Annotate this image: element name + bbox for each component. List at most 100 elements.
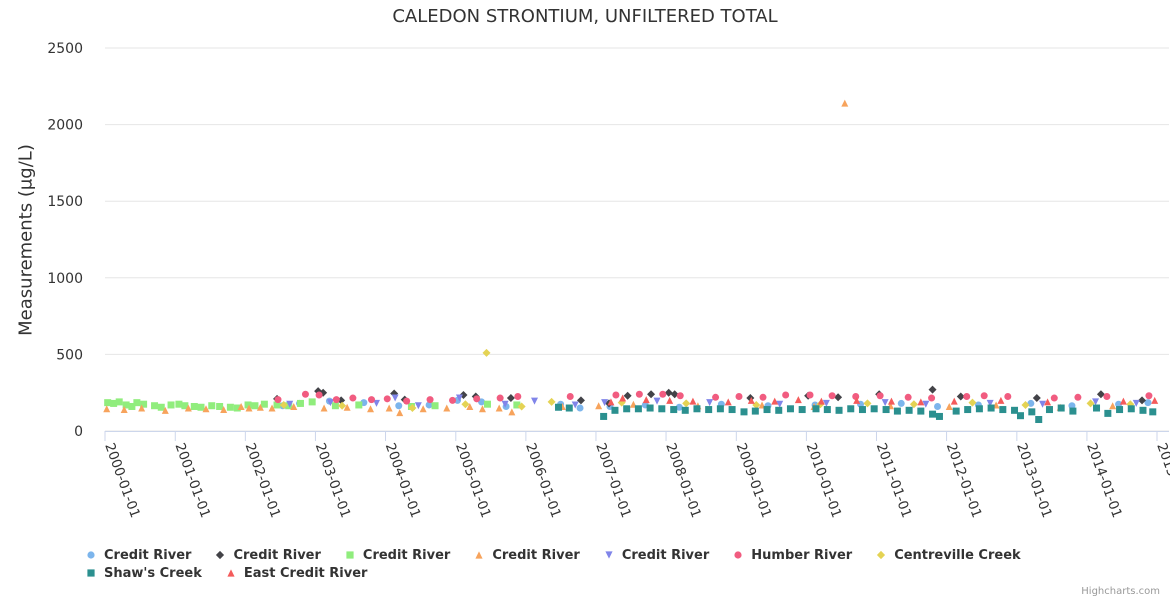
legend-marker — [227, 569, 235, 577]
y-tick-label: 2500 — [47, 41, 83, 57]
legend-item[interactable]: Credit River — [604, 547, 709, 563]
data-point — [181, 402, 189, 410]
data-point — [233, 404, 241, 412]
data-point — [349, 394, 357, 402]
data-point — [138, 404, 146, 412]
x-tick-label: 2002-01-01 — [242, 441, 284, 520]
data-point — [395, 402, 403, 410]
data-point — [531, 397, 539, 405]
data-point — [513, 401, 521, 409]
data-point — [571, 401, 579, 409]
legend-item[interactable]: Credit River — [215, 547, 321, 563]
legend-label: Credit River — [104, 547, 192, 563]
data-point — [161, 406, 169, 414]
data-point — [904, 393, 912, 401]
data-point — [922, 400, 930, 408]
data-point — [315, 391, 323, 399]
data-point — [449, 396, 457, 404]
x-tick-label: 2011-01-01 — [873, 441, 915, 520]
data-point — [367, 405, 375, 413]
x-tick-label: 2012-01-01 — [943, 441, 985, 520]
y-tick-label: 0 — [74, 424, 83, 440]
data-point — [676, 392, 684, 400]
data-point — [1021, 400, 1030, 409]
data-point — [1127, 405, 1135, 413]
data-point — [747, 396, 755, 404]
data-point — [917, 398, 925, 406]
data-point — [273, 401, 281, 409]
data-point — [934, 402, 942, 410]
data-point — [759, 393, 767, 401]
data-point — [693, 405, 701, 413]
data-point — [935, 412, 943, 420]
x-tick-label: 2008-01-01 — [662, 441, 704, 520]
data-point — [226, 403, 234, 411]
legend-item[interactable]: East Credit River — [226, 565, 367, 581]
legend-item[interactable]: Credit River — [86, 547, 191, 563]
data-point — [659, 390, 667, 398]
legend-item[interactable]: Shaw's Creek — [86, 565, 202, 581]
series-3 — [103, 99, 1117, 417]
data-point — [455, 394, 463, 402]
legend-label: Credit River — [362, 547, 451, 563]
data-point — [372, 399, 380, 407]
data-point — [917, 407, 925, 415]
data-point — [1035, 416, 1043, 424]
data-point — [220, 406, 228, 414]
legend-item[interactable]: Credit River — [345, 547, 450, 563]
data-point — [999, 406, 1007, 414]
data-point — [128, 402, 136, 410]
data-point — [980, 392, 988, 400]
data-point — [331, 402, 339, 410]
legend-symbol-icon — [877, 550, 886, 560]
chart-legend: Credit River Credit River Credit River Cred… — [86, 547, 1126, 581]
data-point — [495, 404, 503, 412]
data-point — [666, 396, 674, 404]
data-point — [834, 393, 843, 402]
data-point — [308, 398, 316, 406]
legend-label: Humber River — [751, 547, 853, 563]
legend-item[interactable]: Humber River — [733, 547, 852, 563]
legend-symbol-icon — [475, 551, 483, 559]
legend-label: Shaw's Creek — [104, 565, 202, 581]
data-point — [675, 403, 683, 411]
x-tick-label: 2001-01-01 — [172, 441, 214, 520]
data-point — [514, 393, 522, 401]
data-point — [1044, 398, 1052, 406]
data-point — [167, 401, 175, 409]
data-point — [426, 396, 434, 404]
data-point — [798, 406, 806, 414]
legend-item[interactable]: Centreville Creek — [876, 547, 1021, 563]
data-point — [157, 403, 165, 411]
data-point — [716, 405, 724, 413]
data-point — [852, 393, 860, 401]
data-point — [279, 400, 288, 409]
data-point — [706, 399, 714, 407]
credits-link[interactable]: Highcharts.com — [1081, 586, 1160, 597]
data-point — [508, 408, 516, 416]
data-point — [1069, 407, 1077, 415]
y-tick-label: 1000 — [47, 271, 83, 287]
data-point — [443, 404, 451, 412]
data-point — [1050, 394, 1058, 402]
data-point — [286, 400, 294, 408]
data-point — [566, 393, 574, 401]
legend-symbol-icon — [216, 550, 225, 560]
data-point — [1045, 406, 1053, 414]
legend-item[interactable]: Credit River — [474, 547, 580, 563]
data-point — [290, 402, 298, 410]
series-7 — [555, 403, 1157, 424]
legend-symbol-icon — [605, 551, 613, 559]
data-point — [103, 405, 111, 413]
data-point — [847, 405, 855, 413]
legend-marker — [216, 550, 225, 560]
data-point — [115, 398, 123, 406]
data-point — [466, 402, 474, 410]
data-point — [1068, 402, 1076, 410]
data-point — [1145, 392, 1153, 400]
data-point — [823, 406, 831, 414]
data-point — [600, 412, 608, 420]
data-point — [887, 397, 895, 405]
legend-marker — [877, 550, 886, 560]
data-point — [712, 393, 720, 401]
